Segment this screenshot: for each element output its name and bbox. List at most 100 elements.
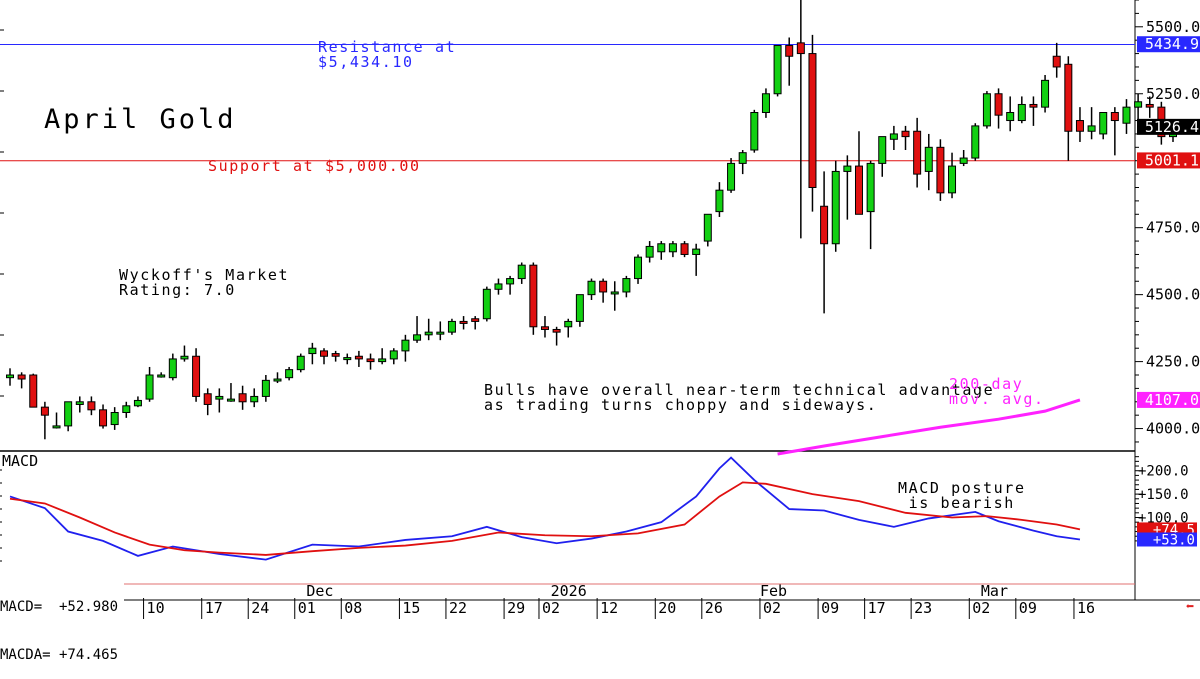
candle-body: [226, 398, 235, 402]
candle-body: [261, 379, 270, 397]
period-label: Mar: [981, 582, 1008, 600]
period-label: 2026: [551, 582, 587, 600]
macd-axis-label: +150.0: [1138, 487, 1189, 503]
candle-body: [843, 165, 852, 172]
candle-body: [413, 334, 422, 341]
support-note: Support at $5,000.00: [208, 157, 421, 175]
candle-body: [424, 331, 433, 336]
candle-body: [622, 278, 631, 293]
candle-body: [587, 280, 596, 296]
candle-body: [599, 280, 608, 293]
candle-body: [540, 326, 549, 330]
price-axis-label: 5250.0: [1146, 85, 1200, 103]
date-label: 20: [658, 599, 676, 617]
candle-body: [785, 45, 794, 57]
macd-readout: MACD= +52.980: [0, 599, 119, 615]
candle-body: [308, 347, 317, 355]
candle-body: [168, 358, 177, 379]
candle-body: [703, 213, 712, 242]
price-axis-label: 4250.0: [1146, 353, 1200, 371]
date-label: 26: [705, 599, 723, 617]
candle-body: [715, 189, 724, 213]
macda-readout: MACDA= +74.465: [0, 647, 119, 663]
candle-body: [634, 256, 643, 280]
candle-body: [529, 264, 538, 328]
candle-body: [692, 248, 701, 255]
candle-body: [1006, 112, 1015, 122]
resistance-note: Resistance at $5,434.10: [318, 38, 457, 71]
candle-body: [145, 374, 154, 400]
candle-body: [1110, 112, 1119, 122]
period-label: Dec: [306, 582, 333, 600]
candle-body: [1134, 101, 1143, 108]
candle-body: [471, 318, 480, 322]
date-label: 02: [763, 599, 781, 617]
candle-body: [750, 112, 759, 151]
candle-body: [808, 53, 817, 189]
candle-body: [459, 320, 468, 324]
chart-canvas: 5500.05250.05000.04750.04500.04250.04000…: [0, 0, 1200, 619]
candle-body: [1017, 103, 1026, 122]
candle-body: [238, 393, 247, 403]
candle-body: [668, 243, 677, 253]
candle-body: [657, 243, 666, 253]
period-label: Feb: [760, 582, 787, 600]
candle-body: [1041, 79, 1050, 108]
macd-tag-label: +53.0: [1153, 532, 1195, 548]
candle-body: [192, 355, 201, 397]
candle-body: [494, 283, 503, 290]
date-label: 10: [147, 599, 165, 617]
candle-body: [343, 357, 352, 361]
candle-body: [936, 146, 945, 194]
date-label: 02: [972, 599, 990, 617]
date-label: 16: [1077, 599, 1095, 617]
macd-readouts: MACD= +52.980 MACDA= +74.465: [0, 567, 125, 679]
candle-body: [889, 133, 898, 140]
candle-body: [994, 93, 1003, 116]
date-label: 09: [1019, 599, 1037, 617]
candle-body: [1075, 120, 1084, 132]
candle-body: [796, 42, 805, 55]
candle-body: [180, 355, 189, 360]
candle-body: [1122, 106, 1131, 124]
date-label: 15: [402, 599, 420, 617]
candle-body: [157, 374, 166, 378]
macd-tag: [1137, 532, 1197, 547]
candle-body: [250, 395, 259, 403]
candle-body: [133, 399, 142, 407]
moving-average-note: 200-day mov. avg.: [949, 375, 1045, 408]
candle-body: [401, 339, 410, 352]
scroll-arrow-icon[interactable]: ⬅: [1185, 599, 1194, 615]
candle-body: [378, 358, 387, 363]
price-axis-label: 5500.0: [1146, 18, 1200, 36]
date-label: 01: [298, 599, 316, 617]
candle-body: [6, 374, 14, 379]
date-label: 23: [914, 599, 932, 617]
macd-title: MACD: [2, 452, 39, 470]
price-axis-label: 4750.0: [1146, 219, 1200, 237]
candle-body: [1052, 55, 1061, 68]
candle-body: [389, 350, 398, 360]
candle-body: [1145, 103, 1154, 108]
candle-body: [901, 130, 910, 138]
date-label: 22: [449, 599, 467, 617]
candle-body: [296, 355, 305, 371]
price-axis-label: 4000.0: [1146, 420, 1200, 438]
price-tag-label: 5126.4: [1145, 118, 1199, 136]
date-label: 29: [507, 599, 525, 617]
candle-body: [959, 157, 968, 164]
price-tag: [1137, 391, 1200, 408]
candle-body: [482, 288, 491, 320]
candle-body: [320, 350, 329, 357]
price-axis-label: 4500.0: [1146, 286, 1200, 304]
price-tag-label: 5001.1: [1145, 151, 1199, 169]
candle-body: [878, 136, 887, 164]
candle-body: [1064, 63, 1073, 132]
price-tag-label: 5434.9: [1145, 35, 1199, 53]
candle-body: [436, 331, 445, 335]
candle-body: [773, 45, 782, 95]
candle-body: [273, 378, 282, 382]
candle-body: [820, 205, 829, 245]
date-label: 17: [205, 599, 223, 617]
date-label: 02: [542, 599, 560, 617]
